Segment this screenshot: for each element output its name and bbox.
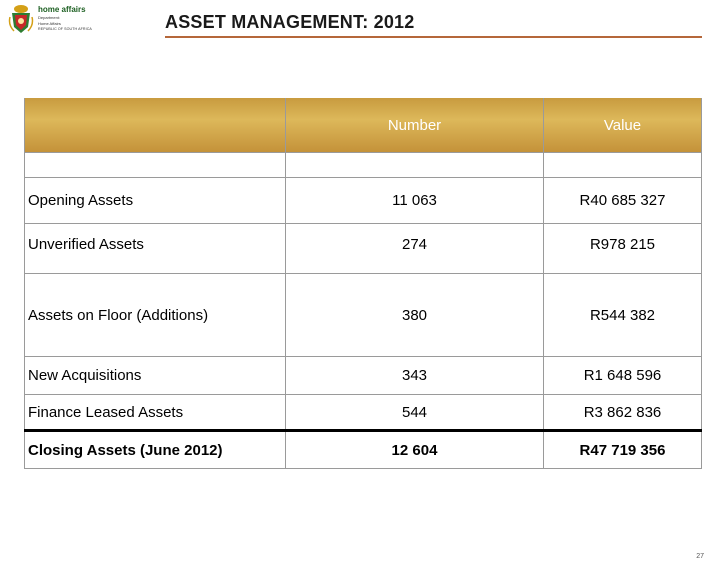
total-row-number: 12 604 [391,441,438,459]
logo-wordmark: home affairs [38,5,86,14]
row-number: 544 [401,403,428,421]
logo-line-department: Department: [38,15,61,20]
row-label: Opening Assets [28,191,134,209]
row-value: R978 215 [589,236,656,253]
logo-line-home-affairs: Home Affairs [38,21,61,26]
row-divider [24,273,702,274]
row-number: 343 [401,367,428,384]
row-value: R40 685 327 [579,191,666,209]
row-divider [24,356,702,357]
row-value: R1 648 596 [583,367,662,384]
title-divider [165,36,702,38]
total-row-value: R47 719 356 [579,441,666,459]
column-divider [543,98,544,469]
table-left-border [24,98,25,469]
row-label: Unverified Assets [28,236,144,253]
coat-of-arms-icon [8,5,34,33]
row-divider [24,223,702,224]
row-number: 274 [401,236,428,253]
row-label: Finance Leased Assets [28,403,184,421]
row-label: New Acquisitions [28,367,142,384]
column-header-value: Value [603,116,642,134]
page-title: ASSET MANAGEMENT: 2012 [165,12,415,32]
table-bottom-border [24,468,702,469]
row-number: 380 [401,306,428,324]
logo-line-republic: REPUBLIC OF SOUTH AFRICA [38,27,92,31]
column-divider [285,98,286,469]
row-value: R3 862 836 [583,403,662,421]
table-header-band [24,98,702,152]
table-right-border [701,98,702,469]
page-number: 27 [696,553,704,560]
total-divider [24,429,702,432]
home-affairs-logo: home affairs Department: Home Affairs RE… [8,3,108,39]
row-divider [24,152,702,153]
row-number: 11 063 [392,191,437,209]
row-value: R544 382 [589,306,656,324]
column-header-number: Number [387,116,442,134]
total-row-label: Closing Assets (June 2012) [28,441,223,459]
row-divider [24,177,702,178]
row-divider [24,394,702,395]
asset-table: Number Value Opening Assets 11 063 R40 6… [24,98,702,469]
row-label: Assets on Floor (Additions) [28,306,209,324]
